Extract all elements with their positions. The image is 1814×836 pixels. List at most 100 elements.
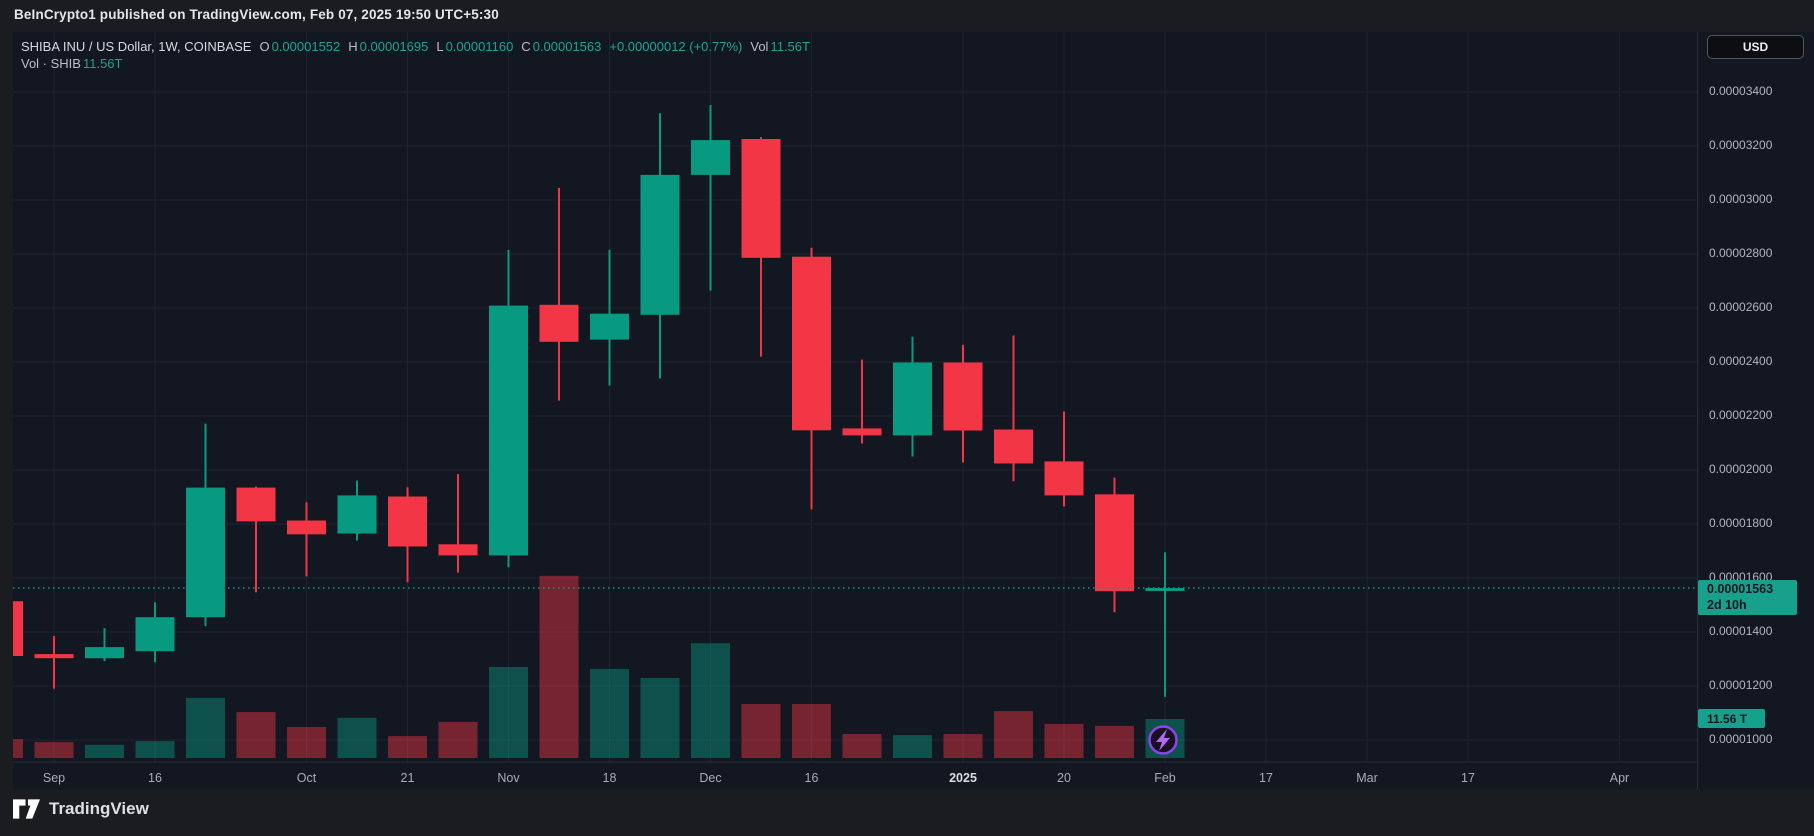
candle-body [135,617,175,652]
low-value: 0.00001160 [445,39,514,54]
candle-body [438,544,478,556]
price-tick-label: 0.00002800 [1709,246,1773,260]
volume-bar [438,721,478,758]
time-axis-label[interactable]: Feb [1154,771,1176,785]
candle-body [85,647,124,659]
price-tick-label: 0.00001200 [1709,678,1773,692]
volume-bar [85,744,124,758]
candle-body [1044,461,1084,496]
close-label: C [521,39,531,54]
volume-bar [1044,723,1084,758]
candle-body [590,313,629,340]
volume-bar [186,697,225,758]
candle-body [893,362,932,436]
time-axis-label[interactable]: 18 [603,771,617,785]
candle-body [13,601,23,656]
volume-study-value: 11.56T [82,56,123,71]
time-axis-label[interactable]: 20 [1057,771,1071,785]
time-axis-label[interactable]: 16 [148,771,162,785]
time-axis-label[interactable]: Nov [497,771,520,785]
candle-body [489,305,528,556]
volume-bar [640,678,680,758]
candle-body [943,362,983,431]
time-axis-label[interactable]: 2025 [949,771,977,785]
volume-bar [337,717,377,758]
candle-body [236,487,276,522]
volume-value: 11.56T [770,39,810,54]
time-axis-label[interactable]: Sep [43,771,65,785]
attribution-header: BeInCrypto1 published on TradingView.com… [14,7,499,22]
time-axis-label[interactable]: 16 [805,771,819,785]
chart-legend: SHIBA INU / US Dollar, 1W, COINBASE O 0.0… [21,38,810,72]
volume-bar [590,668,629,758]
volume-bar [539,575,579,758]
volume-label: Vol [750,39,769,54]
volume-bar [741,704,781,758]
volume-bar [994,711,1033,758]
bar-countdown: 2d 10h [1707,598,1747,612]
candlestick-chart[interactable]: Sep 16 Oct 21 Nov 18 Dec 16 2025 20 Feb 17 Mar 17 Apr [13,32,1697,790]
tradingview-logo-icon [13,799,40,819]
volume-bar [135,741,175,758]
time-axis-label[interactable]: Mar [1356,771,1378,785]
candle-body [388,496,427,547]
price-tick-label: 0.00001000 [1709,732,1773,746]
chart-container: Sep 16 Oct 21 Nov 18 Dec 16 2025 20 Feb 17 Mar 17 Apr … [13,32,1814,790]
candle-body [842,428,882,436]
time-axis-label[interactable]: 17 [1461,771,1475,785]
candle-body [337,495,377,534]
volume-bar [34,742,74,758]
symbol-title[interactable]: SHIBA INU / US Dollar, 1W, COINBASE [21,39,252,54]
candle-body [1095,494,1134,592]
price-axis[interactable]: USD 0.00003400 0.00003200 0.00003000 0.0000… [1697,32,1814,790]
volume-bar [842,734,882,758]
candle-body [792,256,831,431]
volume-bar [236,712,276,758]
volume-bar [287,727,326,758]
low-label: L [436,39,444,54]
candle-body [539,304,579,342]
candle-body [1145,588,1185,591]
open-label: O [259,39,270,54]
tradingview-wordmark: TradingView [49,799,149,818]
candle-body [691,140,730,175]
candle-body [640,174,680,315]
volume-badge: 11.56 T [1698,709,1765,728]
price-tick-label: 0.00002400 [1709,354,1773,368]
price-tick-label: 0.00002000 [1709,462,1773,476]
time-axis-label[interactable]: 21 [401,771,415,785]
high-value: 0.00001695 [359,39,429,54]
volume-bar [943,734,983,758]
high-label: H [348,39,358,54]
price-tick-label: 0.00003400 [1709,84,1773,98]
candle-body [34,654,74,659]
price-tick-label: 0.00002600 [1709,300,1773,314]
volume-bar [893,735,932,758]
change-value: +0.00000012 (+0.77%) [609,39,743,54]
last-price-badge: 0.00001563 2d 10h [1698,580,1797,615]
volume-study-label[interactable]: Vol · SHIB [21,56,81,71]
price-tick-label: 0.00003000 [1709,192,1773,206]
close-value: 0.00001563 [532,39,602,54]
time-axis-label[interactable]: Dec [699,771,721,785]
price-tick-label: 0.00003200 [1709,138,1773,152]
candle-body [287,520,326,535]
volume-bar [792,704,831,758]
candle-body [994,429,1033,464]
candle-body [741,139,781,258]
price-tick-label: 0.00002200 [1709,408,1773,422]
volume-bar [489,666,528,758]
volume-bar [1095,725,1134,758]
open-value: 0.00001552 [271,39,341,54]
currency-toggle-button[interactable]: USD [1707,35,1804,59]
candle-body [186,487,225,618]
tradingview-footer[interactable]: TradingView [13,799,149,819]
lightning-badge-icon [1148,725,1178,755]
price-tick-label: 0.00001800 [1709,516,1773,530]
volume-bar [691,643,730,758]
time-axis-label[interactable]: Oct [297,771,317,785]
time-axis-label[interactable]: Apr [1610,771,1629,785]
volume-bar [388,736,427,758]
volume-bar [13,739,23,758]
time-axis-label[interactable]: 17 [1259,771,1273,785]
